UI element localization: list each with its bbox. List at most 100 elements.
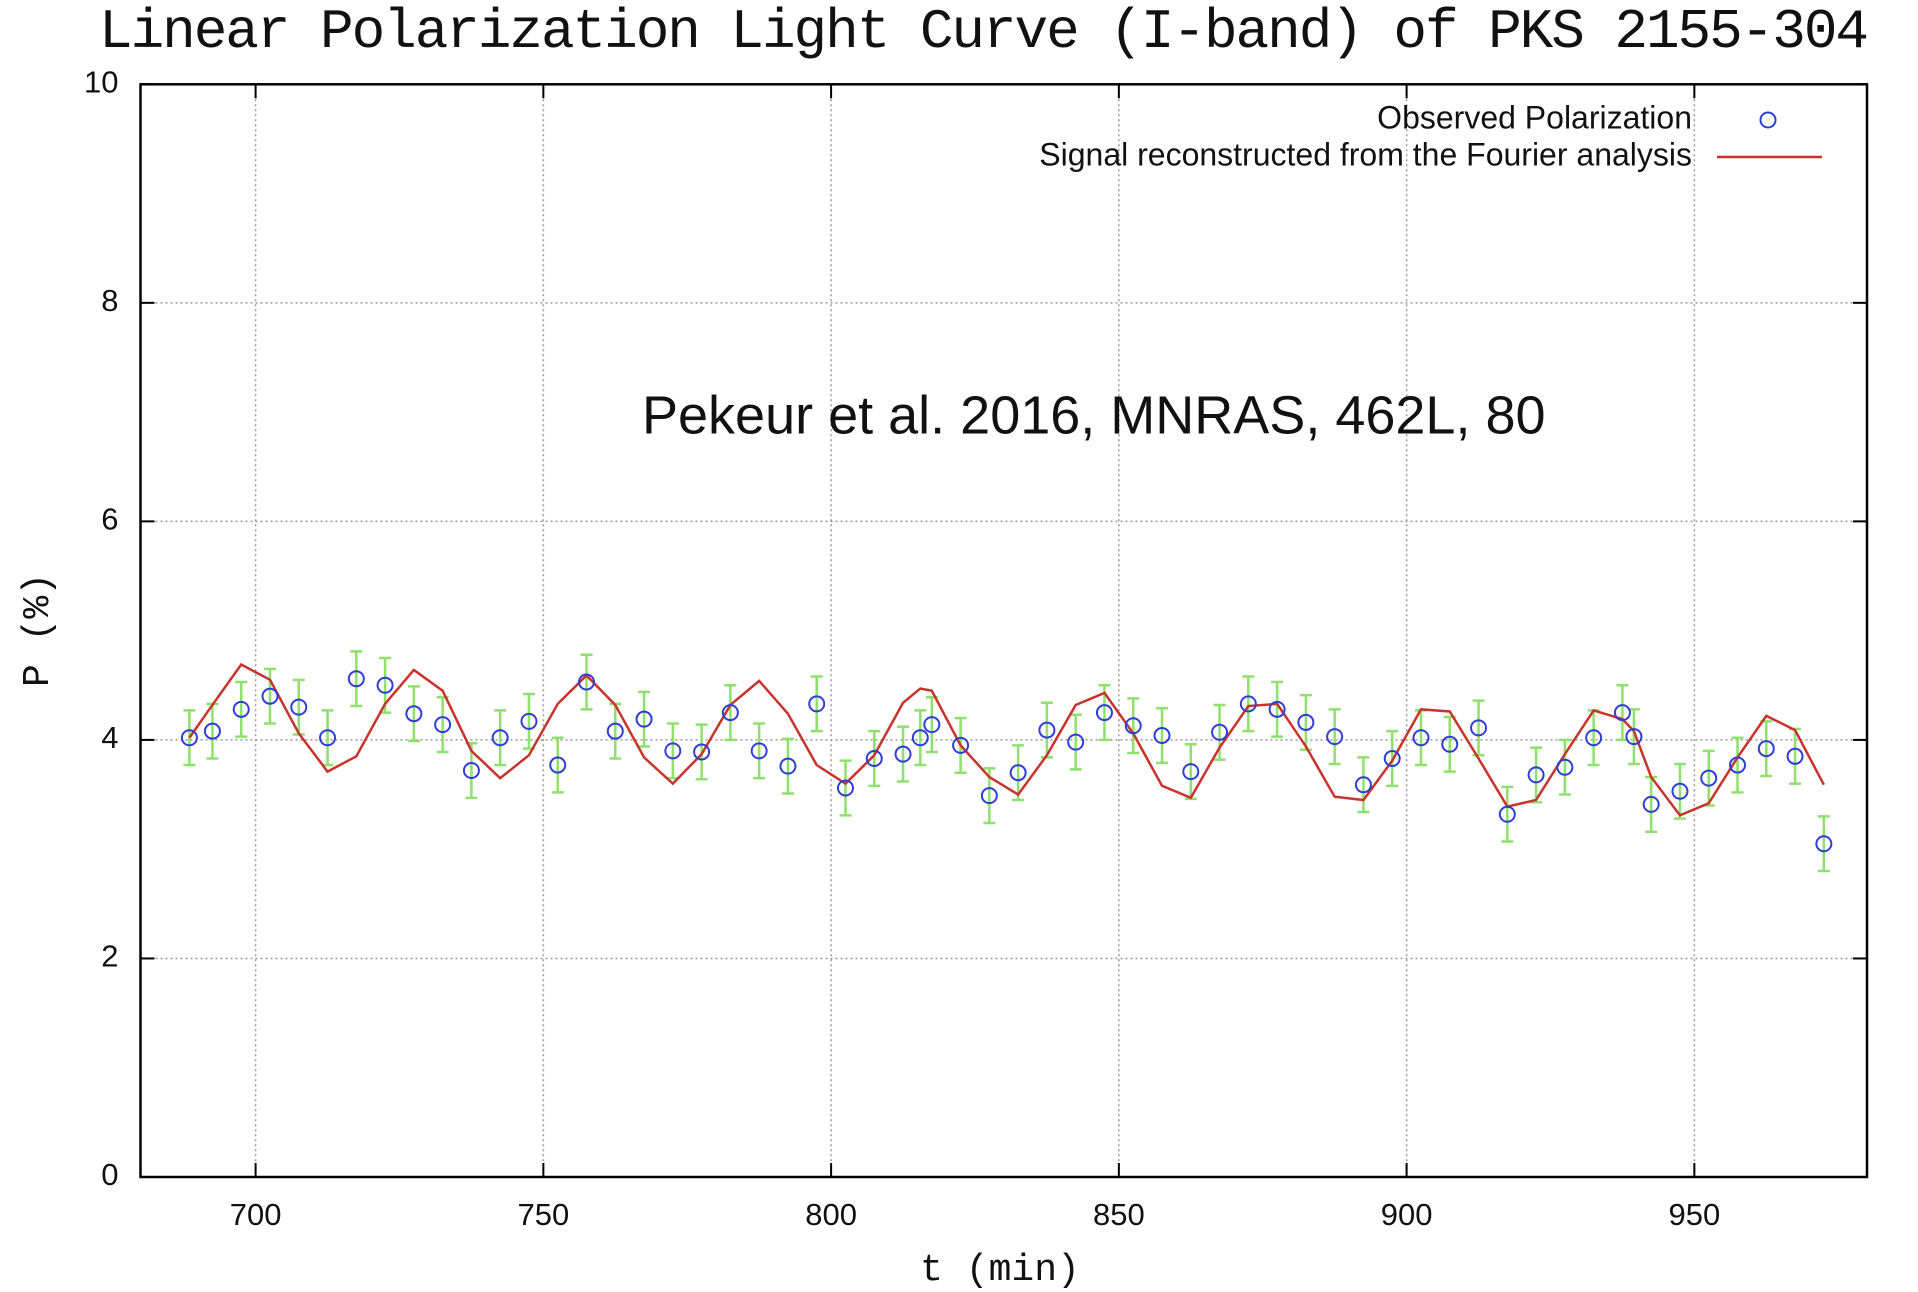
error-bar bbox=[1616, 684, 1629, 742]
error-bar bbox=[350, 650, 363, 708]
error-bar bbox=[1069, 713, 1082, 771]
error-bar bbox=[1558, 738, 1571, 796]
error-bar bbox=[666, 722, 679, 780]
data-point bbox=[693, 743, 711, 761]
x-tick-label: 950 bbox=[1668, 1197, 1720, 1232]
data-point bbox=[1095, 704, 1113, 722]
data-point bbox=[434, 716, 452, 734]
data-point bbox=[1009, 764, 1027, 782]
error-bar bbox=[1645, 775, 1658, 833]
error-bar bbox=[810, 675, 823, 733]
data-point bbox=[952, 736, 970, 754]
error-bar bbox=[781, 737, 794, 795]
x-tick-label: 750 bbox=[517, 1197, 569, 1232]
data-point bbox=[578, 673, 596, 691]
data-point bbox=[347, 670, 365, 688]
error-bar bbox=[1213, 703, 1226, 761]
data-point bbox=[1757, 740, 1775, 758]
data-point bbox=[721, 704, 739, 722]
error-bar bbox=[1443, 715, 1456, 773]
y-tick-label: 6 bbox=[101, 502, 118, 537]
data-point bbox=[1498, 805, 1516, 823]
x-tick-label: 900 bbox=[1381, 1197, 1433, 1232]
legend-label: Observed Polarization bbox=[1377, 99, 1692, 135]
data-point bbox=[462, 762, 480, 780]
error-bar bbox=[638, 690, 651, 748]
error-bar bbox=[1127, 697, 1140, 755]
error-bar bbox=[235, 680, 248, 738]
y-tick-label: 0 bbox=[101, 1157, 118, 1192]
error-bar bbox=[1040, 701, 1053, 759]
error-bar bbox=[321, 709, 334, 767]
data-point bbox=[261, 687, 279, 705]
chart-title: Linear Polarization Light Curve (I-band)… bbox=[99, 0, 1869, 64]
data-point bbox=[1642, 795, 1660, 813]
error-bar bbox=[839, 759, 852, 817]
data-point bbox=[750, 742, 768, 760]
data-point bbox=[405, 705, 423, 723]
data-point bbox=[1153, 727, 1171, 745]
data-point bbox=[894, 745, 912, 763]
error-bar bbox=[436, 696, 449, 754]
data-point bbox=[1067, 733, 1085, 751]
error-bar bbox=[868, 729, 881, 788]
data-point bbox=[1412, 729, 1430, 747]
data-point bbox=[180, 729, 198, 747]
data-point bbox=[1124, 717, 1142, 735]
error-bar bbox=[580, 653, 593, 711]
data-point bbox=[491, 729, 509, 747]
error-bar bbox=[1817, 815, 1830, 873]
data-point bbox=[664, 742, 682, 760]
error-bar bbox=[1673, 762, 1686, 820]
data-point bbox=[520, 712, 538, 730]
error-bar bbox=[1242, 675, 1255, 733]
error-bar bbox=[724, 684, 737, 742]
data-point bbox=[1786, 747, 1804, 765]
data-point bbox=[1470, 719, 1488, 737]
data-point bbox=[1182, 763, 1200, 781]
error-bar bbox=[1760, 720, 1773, 778]
legend-symbol bbox=[1759, 111, 1777, 129]
data-point bbox=[836, 779, 854, 797]
error-bar bbox=[925, 696, 938, 754]
data-point bbox=[980, 787, 998, 805]
x-tick-label: 800 bbox=[805, 1197, 857, 1232]
data-point bbox=[549, 756, 567, 774]
data-point bbox=[635, 710, 653, 728]
error-bar bbox=[1328, 708, 1341, 766]
error-bar bbox=[1299, 693, 1312, 752]
data-point bbox=[1527, 766, 1545, 784]
y-tick-label: 4 bbox=[101, 720, 118, 755]
plot-frame bbox=[139, 83, 1869, 1179]
data-point bbox=[376, 676, 394, 694]
y-axis-label: P (%) bbox=[17, 573, 60, 687]
data-point bbox=[865, 749, 883, 767]
y-tick-label: 8 bbox=[101, 283, 118, 318]
y-tick-label: 10 bbox=[84, 64, 118, 99]
data-point bbox=[779, 757, 797, 775]
error-bar bbox=[183, 709, 196, 767]
data-point bbox=[232, 700, 250, 718]
error-bar bbox=[1012, 744, 1025, 802]
fourier-line bbox=[188, 662, 1825, 817]
error-bar bbox=[1472, 699, 1485, 757]
data-point bbox=[1671, 782, 1689, 800]
data-point bbox=[290, 698, 308, 716]
error-bar bbox=[263, 667, 276, 725]
error-bar bbox=[897, 725, 910, 783]
error-bar bbox=[1731, 736, 1744, 794]
data-point bbox=[1585, 729, 1603, 747]
data-point bbox=[808, 695, 826, 713]
error-bar bbox=[1627, 708, 1640, 766]
data-point bbox=[1211, 723, 1229, 741]
error-bar bbox=[522, 692, 535, 750]
data-point bbox=[1815, 835, 1833, 853]
data-point bbox=[911, 729, 929, 747]
data-point bbox=[1038, 721, 1056, 739]
error-bar bbox=[1357, 756, 1370, 814]
data-point bbox=[1700, 769, 1718, 787]
data-point bbox=[1326, 728, 1344, 746]
data-point bbox=[1268, 700, 1286, 718]
y-tick-label: 2 bbox=[101, 939, 118, 974]
